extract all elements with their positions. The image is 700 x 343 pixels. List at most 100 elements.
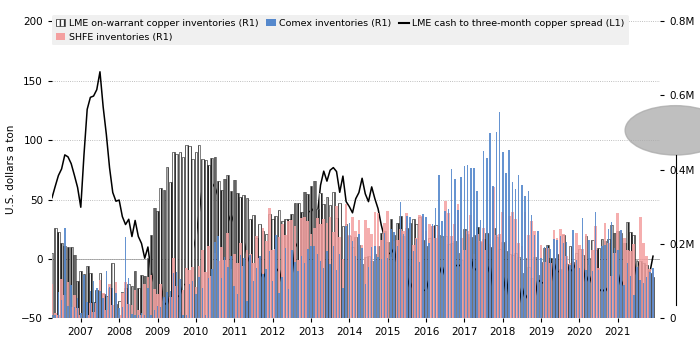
Bar: [514, 189, 517, 318]
Bar: [652, 277, 654, 318]
Bar: [290, 214, 293, 318]
Bar: [460, 260, 463, 318]
Bar: [153, 310, 155, 318]
Bar: [422, 214, 423, 318]
Bar: [550, 249, 552, 318]
Bar: [134, 315, 136, 318]
Bar: [579, 268, 580, 318]
Bar: [76, 308, 79, 318]
Bar: [57, 292, 60, 318]
Bar: [73, 255, 76, 318]
Bar: [242, 266, 245, 318]
Bar: [387, 258, 388, 318]
Bar: [157, 306, 158, 318]
Bar: [108, 288, 111, 318]
Bar: [71, 285, 72, 318]
Bar: [352, 241, 354, 318]
Bar: [188, 270, 191, 318]
Bar: [562, 235, 565, 318]
Bar: [60, 243, 63, 318]
Bar: [524, 259, 526, 318]
Bar: [269, 251, 270, 318]
Bar: [479, 242, 482, 318]
Bar: [77, 298, 78, 318]
Bar: [278, 210, 280, 318]
Bar: [41, 253, 44, 318]
Bar: [489, 133, 491, 318]
Bar: [572, 262, 575, 318]
Bar: [485, 250, 488, 318]
Bar: [118, 301, 120, 318]
Bar: [86, 266, 88, 318]
Bar: [220, 277, 222, 318]
Bar: [380, 233, 383, 318]
Bar: [134, 271, 136, 318]
Bar: [189, 284, 190, 318]
Bar: [239, 197, 242, 318]
Bar: [242, 195, 245, 318]
Bar: [501, 243, 504, 318]
Bar: [421, 216, 424, 318]
Bar: [150, 235, 153, 318]
Bar: [547, 246, 548, 318]
Bar: [482, 239, 485, 318]
Bar: [197, 265, 200, 318]
Bar: [364, 257, 367, 318]
Bar: [498, 249, 501, 318]
Bar: [124, 282, 127, 318]
Bar: [323, 204, 325, 318]
Bar: [646, 277, 648, 318]
Bar: [610, 222, 612, 318]
Bar: [195, 152, 197, 318]
Bar: [399, 216, 402, 318]
Bar: [544, 247, 545, 318]
Bar: [290, 220, 293, 318]
Bar: [351, 247, 354, 318]
Bar: [253, 281, 254, 318]
Bar: [377, 246, 379, 318]
Bar: [470, 215, 473, 318]
Bar: [518, 175, 519, 318]
Bar: [342, 226, 344, 318]
Bar: [99, 280, 101, 318]
Bar: [48, 269, 50, 318]
Bar: [585, 270, 587, 318]
Bar: [309, 186, 312, 318]
Bar: [441, 238, 443, 318]
Bar: [479, 242, 482, 318]
Y-axis label: U.S. dollars a ton: U.S. dollars a ton: [6, 125, 15, 214]
Bar: [54, 228, 57, 318]
Bar: [367, 228, 370, 318]
Bar: [620, 233, 622, 318]
Bar: [559, 236, 561, 318]
Bar: [332, 192, 335, 318]
Bar: [426, 216, 427, 318]
Bar: [479, 241, 482, 318]
Bar: [214, 157, 216, 318]
Bar: [79, 271, 82, 318]
Bar: [60, 243, 63, 318]
Bar: [505, 173, 507, 318]
Bar: [313, 181, 316, 318]
Bar: [438, 236, 440, 318]
Bar: [601, 246, 603, 318]
Bar: [473, 235, 475, 318]
Bar: [354, 237, 357, 318]
Bar: [406, 216, 407, 318]
Bar: [473, 235, 475, 318]
Bar: [169, 182, 172, 318]
Bar: [272, 281, 273, 318]
Bar: [290, 214, 293, 318]
Bar: [60, 279, 63, 318]
Bar: [227, 267, 229, 318]
Bar: [597, 268, 600, 318]
Bar: [160, 188, 162, 318]
Bar: [51, 315, 52, 318]
Bar: [405, 213, 408, 318]
Bar: [581, 255, 584, 318]
Bar: [207, 165, 210, 318]
Bar: [444, 211, 446, 318]
Bar: [153, 208, 155, 318]
Bar: [550, 263, 552, 318]
Bar: [607, 243, 610, 318]
